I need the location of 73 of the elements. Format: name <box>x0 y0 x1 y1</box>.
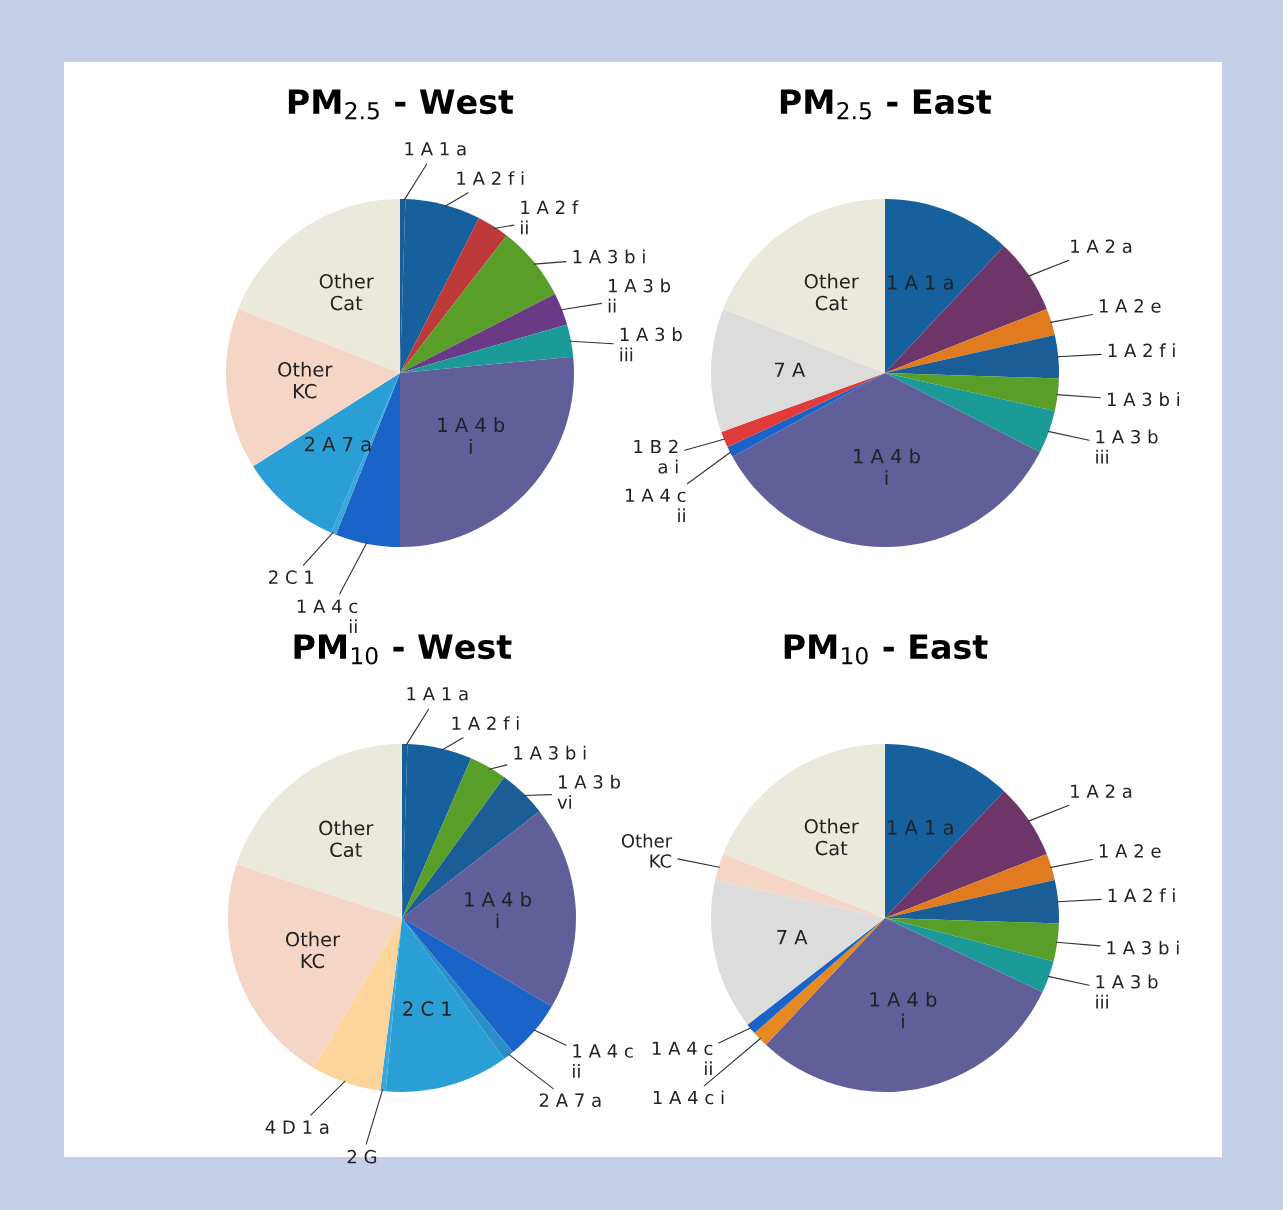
slice-label: 1 A 3 b i <box>1107 392 1180 407</box>
pie-slice <box>400 324 574 373</box>
slice-label: 1 A 2 a <box>1071 784 1132 799</box>
slice-label: 2 A 7 a <box>539 1093 601 1108</box>
slice-label: 1 A 2 f i <box>1108 343 1175 358</box>
slice-label: 1 A 4 b i <box>870 991 937 1029</box>
slice-label: Other Cat <box>319 820 374 858</box>
chart-title: PM$_{10}$ - West <box>294 634 512 665</box>
chart-title: PM$_{10}$ - East <box>784 634 988 665</box>
slice-label: 1 A 2 a <box>1071 239 1132 254</box>
slice-label: Other Cat <box>804 818 859 856</box>
slice-label: 2 C 1 <box>403 1001 451 1016</box>
slice-label: 1 A 4 c ii <box>652 1041 713 1076</box>
pie-slice <box>885 791 1047 918</box>
slice-label: 1 A 1 a <box>407 687 468 701</box>
slice-label: 1 A 2 f ii <box>521 200 579 235</box>
pie-slice <box>885 199 1005 373</box>
pie-slice <box>885 373 1059 411</box>
pie-slice <box>885 918 1059 962</box>
pie-slice <box>711 880 885 1025</box>
slice-label: 4 D 1 a <box>265 1120 329 1134</box>
slice-label: 1 A 2 e <box>1099 299 1161 313</box>
pie-slice <box>885 246 1047 373</box>
slice-label: Other Cat <box>804 273 859 311</box>
slice-label: 1 A 4 c ii <box>573 1044 633 1078</box>
pie-slice <box>885 918 1054 993</box>
slice-label: 1 A 2 f i <box>452 716 519 730</box>
pie-slice <box>723 744 885 918</box>
chart-title: PM$_{2.5}$ - West <box>288 89 514 120</box>
slice-label: 1 A 1 a <box>888 275 953 290</box>
pie-slice <box>400 356 574 547</box>
slice-label: Other KC <box>278 361 333 399</box>
slice-label: 1 A 4 b i <box>438 417 505 454</box>
pie-slice <box>228 864 402 1068</box>
slice-label: 1 A 1 a <box>405 142 466 156</box>
slice-label: 1 A 2 f i <box>1108 888 1175 903</box>
slice-label: 1 A 3 b i <box>1107 940 1179 955</box>
pie-slice <box>885 744 1005 918</box>
slice-label: 1 A 4 c ii <box>626 488 686 523</box>
chart-title: PM$_{2.5}$ - East <box>780 89 992 120</box>
slice-label: 1 A 4 b i <box>854 448 920 485</box>
pie-slice <box>236 744 402 918</box>
slice-label: 1 A 4 c i <box>653 1090 724 1105</box>
slice-label: 1 A 1 a <box>888 820 953 835</box>
slice-label: 1 B 2 a i <box>634 439 678 474</box>
slice-label: 2 C 1 <box>269 570 314 585</box>
pie-slice <box>885 335 1059 379</box>
slice-label: 1 A 3 b iii <box>1096 429 1158 464</box>
slice-label: 1 A 3 b i <box>514 745 586 760</box>
slice-label: 1 A 3 b ii <box>608 278 671 313</box>
pie-slice <box>400 235 556 373</box>
slice-label: 2 G <box>347 1149 377 1164</box>
slice-label: 1 A 2 e <box>1099 844 1161 858</box>
pie-slice <box>400 217 507 373</box>
slice-label: 1 A 4 c ii <box>297 599 358 634</box>
pie-slice <box>885 880 1059 924</box>
slice-label: Other Cat <box>319 273 374 311</box>
pie-slice <box>885 853 1055 918</box>
pie-slice <box>400 199 479 373</box>
slice-label: Other KC <box>621 833 673 868</box>
slice-label: 1 A 3 b iii <box>1096 974 1158 1009</box>
slice-label: 7 A <box>777 930 808 945</box>
slice-label: 1 A 4 b i <box>465 891 531 929</box>
slice-label: 1 A 2 f i <box>457 171 524 185</box>
slice-label: 1 A 3 b vi <box>557 774 621 809</box>
pie-slice <box>765 918 1043 1092</box>
slice-label: 7 A <box>774 362 806 377</box>
slice-label: 2 A 7 a <box>305 436 371 452</box>
pie-slice <box>400 294 568 373</box>
slice-label: 1 A 3 b i <box>573 249 645 264</box>
pie-slice <box>885 308 1055 373</box>
slice-label: Other KC <box>285 931 341 969</box>
slice-label: 1 A 3 b iii <box>620 327 682 362</box>
